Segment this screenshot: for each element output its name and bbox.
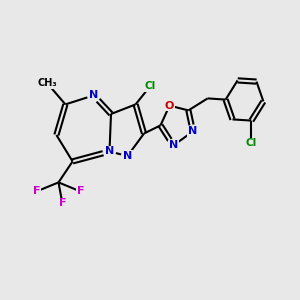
Text: N: N: [89, 90, 98, 100]
Text: F: F: [77, 186, 84, 197]
Text: F: F: [59, 198, 66, 208]
Text: N: N: [188, 126, 197, 136]
Text: N: N: [123, 151, 132, 161]
Text: N: N: [169, 140, 178, 151]
Text: F: F: [33, 186, 40, 197]
Text: Cl: Cl: [144, 81, 156, 92]
Text: N: N: [105, 146, 114, 157]
Text: O: O: [165, 100, 174, 111]
Text: CH₃: CH₃: [38, 78, 57, 88]
Text: Cl: Cl: [246, 138, 257, 148]
